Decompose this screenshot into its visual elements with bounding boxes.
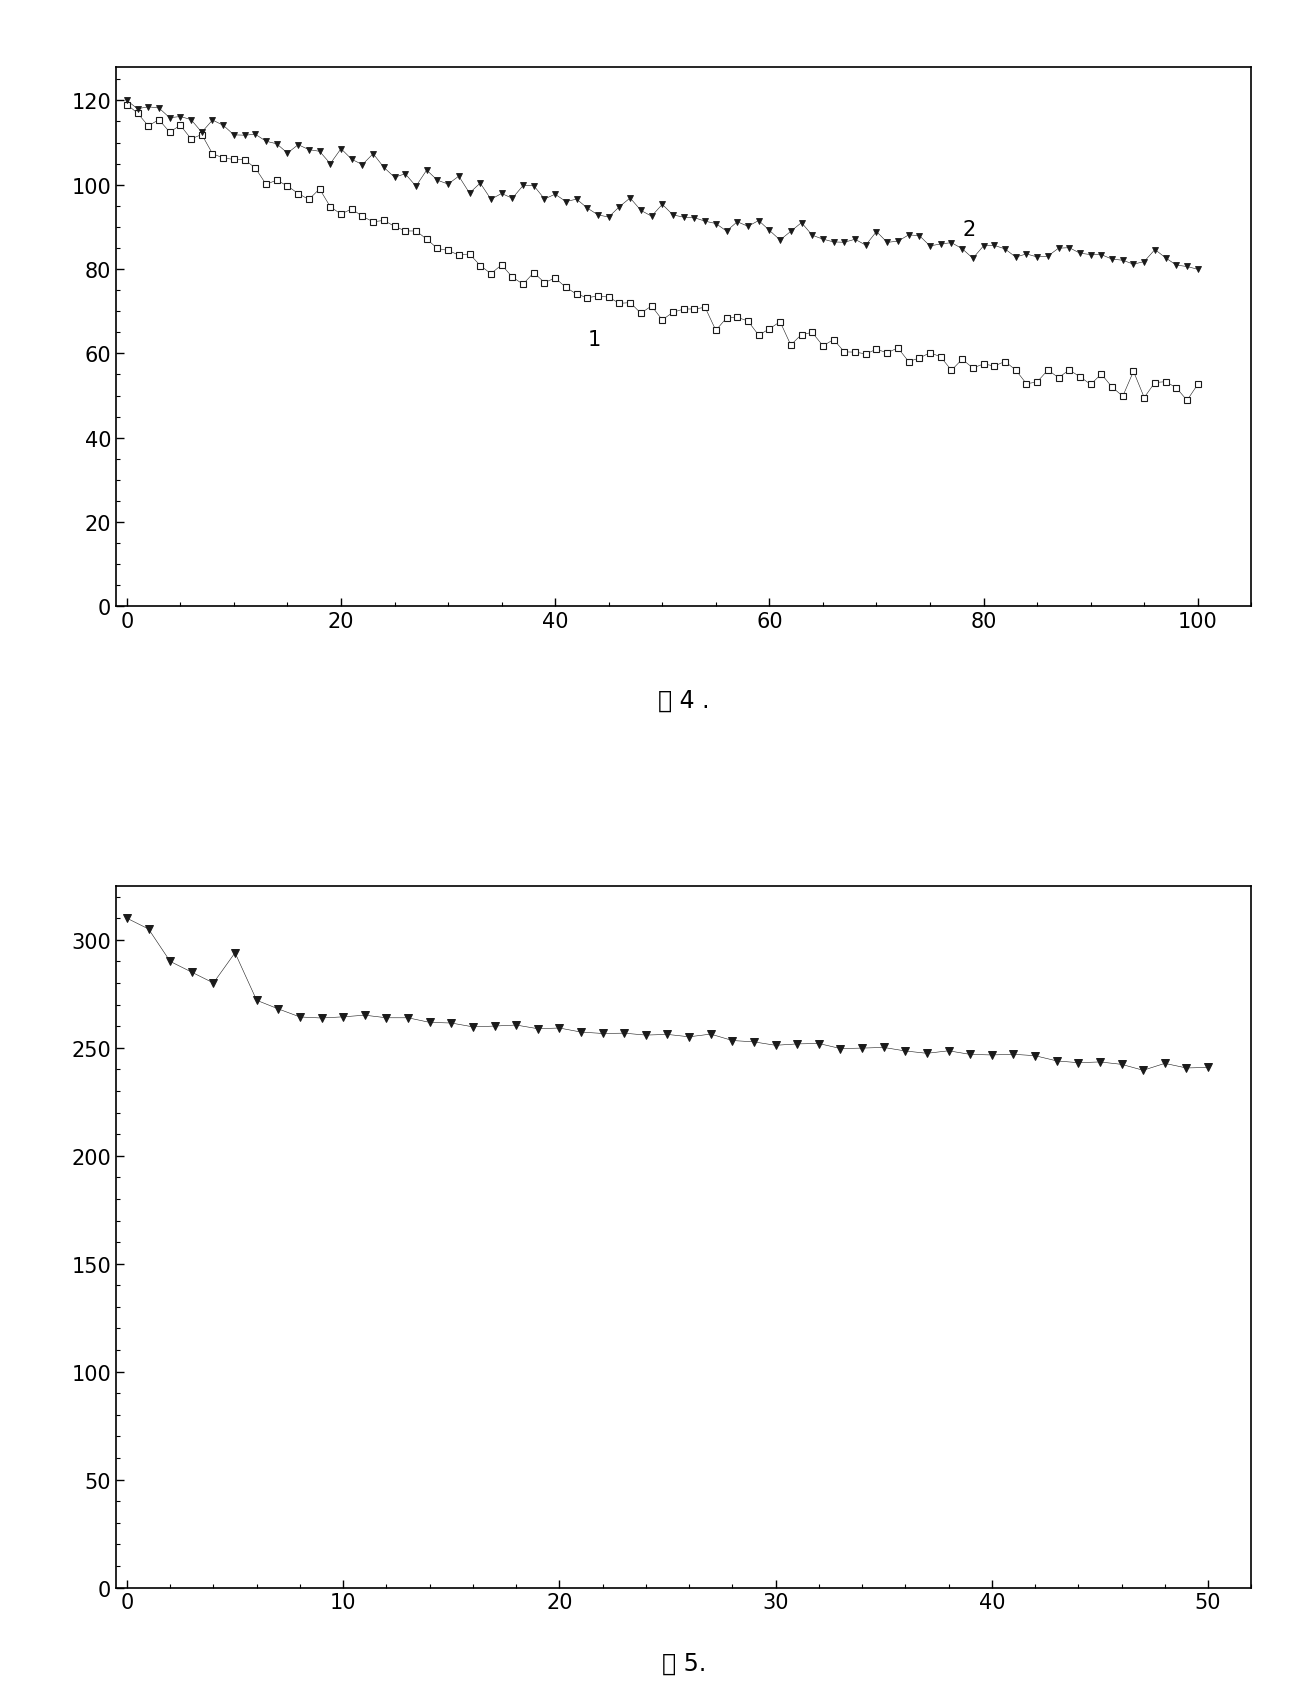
- Text: 图 5.: 图 5.: [662, 1650, 706, 1675]
- Text: 2: 2: [962, 220, 975, 240]
- Text: 1: 1: [587, 329, 601, 350]
- Text: 图 4 .: 图 4 .: [658, 687, 710, 713]
